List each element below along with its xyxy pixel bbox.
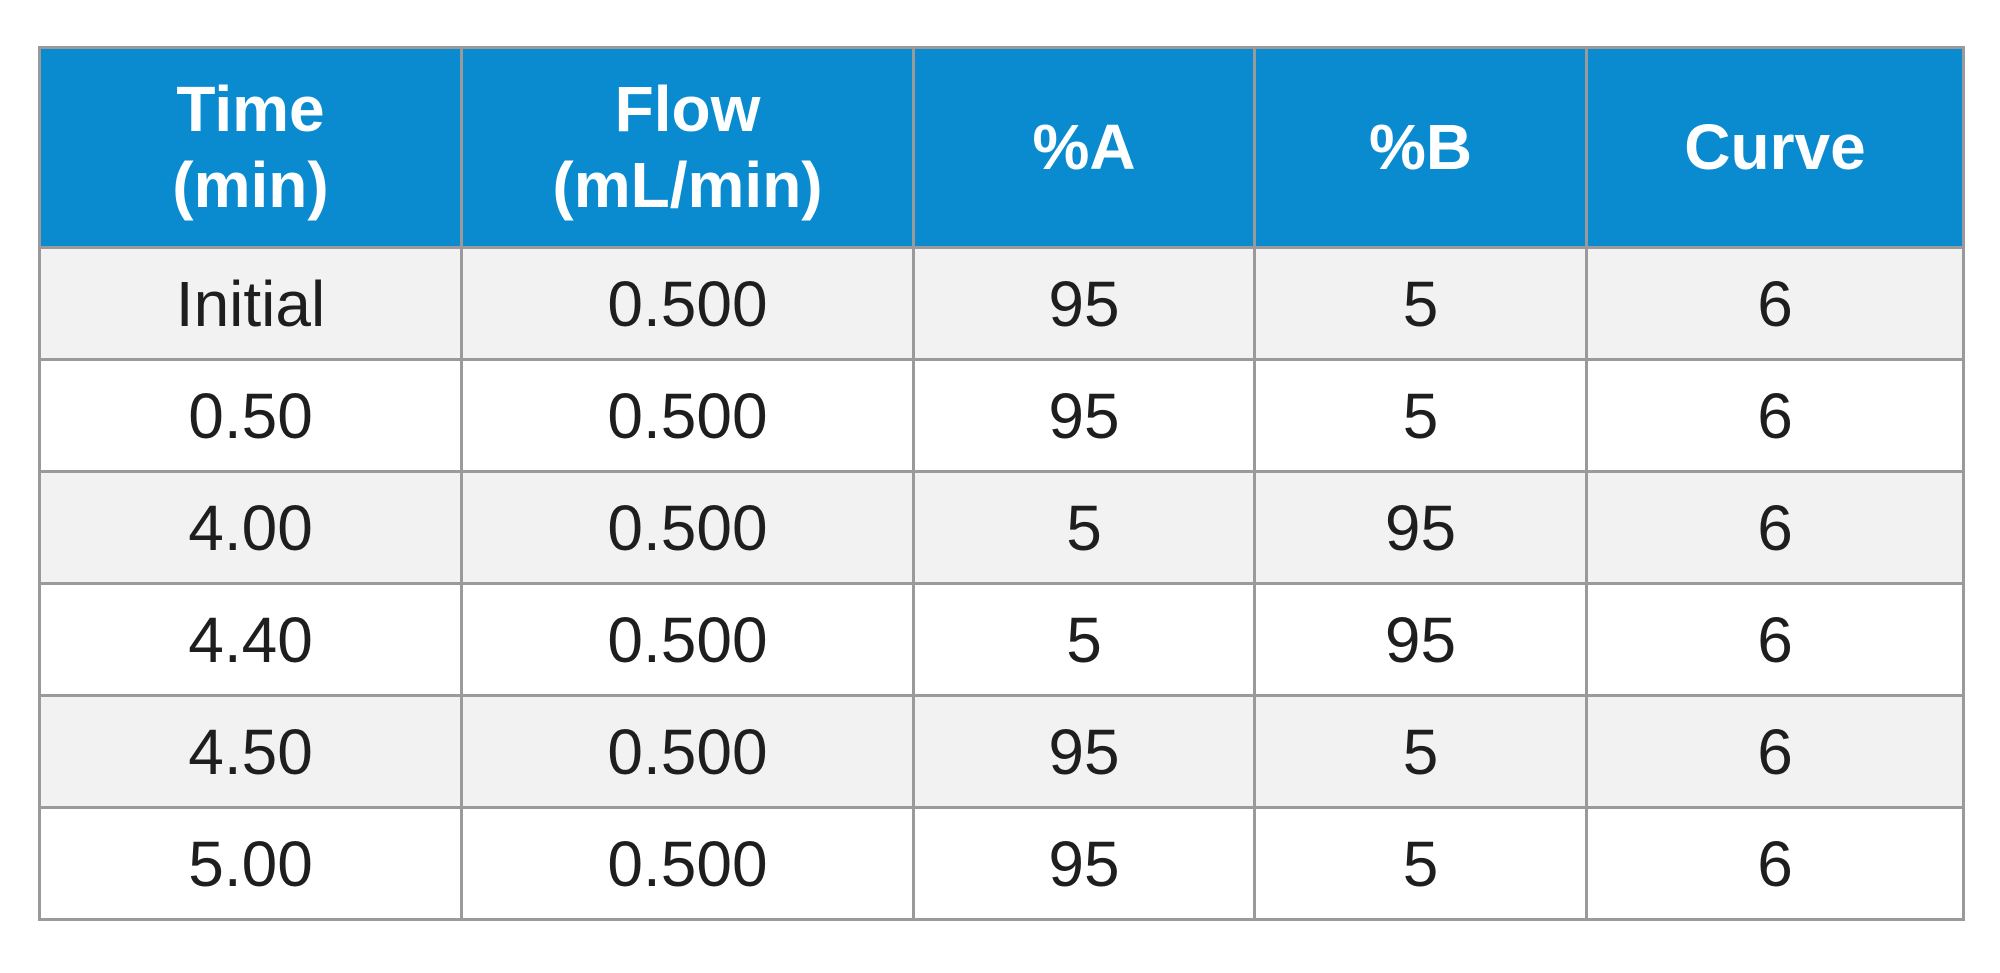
table-row: 4.50 0.500 95 5 6 (38, 694, 1965, 809)
table-row: 5.00 0.500 95 5 6 (38, 806, 1965, 921)
column-header-time: Time (min) (38, 46, 463, 249)
cell-curve: 6 (1585, 694, 1965, 809)
cell-curve: 6 (1585, 246, 1965, 361)
cell-percent-b: 5 (1253, 358, 1588, 473)
column-header-time-label: Time (176, 72, 325, 145)
gradient-table-container: Time (min) Flow (mL/min) %A %B Curve (38, 46, 1965, 921)
table-header: Time (min) Flow (mL/min) %A %B Curve (38, 46, 1965, 249)
column-header-time-unit: (min) (172, 148, 329, 221)
column-header-flow-label: Flow (614, 72, 761, 145)
column-header-flow-unit: (mL/min) (552, 148, 823, 221)
table-row: Initial 0.500 95 5 6 (38, 246, 1965, 361)
cell-flow: 0.500 (460, 470, 915, 585)
column-header-curve-label: Curve (1684, 110, 1866, 183)
cell-curve: 6 (1585, 582, 1965, 697)
cell-flow: 0.500 (460, 246, 915, 361)
cell-time: Initial (38, 246, 463, 361)
column-header-percent-a-label: %A (1032, 110, 1136, 183)
cell-percent-a: 95 (912, 694, 1256, 809)
cell-percent-b: 95 (1253, 582, 1588, 697)
cell-flow: 0.500 (460, 358, 915, 473)
column-header-curve: Curve (1585, 46, 1965, 249)
table-body: Initial 0.500 95 5 6 0.50 0.500 95 5 6 4… (38, 246, 1965, 921)
cell-percent-a: 95 (912, 246, 1256, 361)
cell-curve: 6 (1585, 358, 1965, 473)
cell-time: 5.00 (38, 806, 463, 921)
table-row: 4.40 0.500 5 95 6 (38, 582, 1965, 697)
cell-percent-b: 95 (1253, 470, 1588, 585)
cell-percent-a: 5 (912, 582, 1256, 697)
cell-time: 0.50 (38, 358, 463, 473)
cell-flow: 0.500 (460, 806, 915, 921)
cell-curve: 6 (1585, 806, 1965, 921)
gradient-table: Time (min) Flow (mL/min) %A %B Curve (38, 46, 1965, 921)
cell-curve: 6 (1585, 470, 1965, 585)
cell-percent-b: 5 (1253, 246, 1588, 361)
header-row: Time (min) Flow (mL/min) %A %B Curve (38, 46, 1965, 249)
column-header-percent-a: %A (912, 46, 1256, 249)
column-header-flow: Flow (mL/min) (460, 46, 915, 249)
cell-percent-a: 5 (912, 470, 1256, 585)
cell-percent-b: 5 (1253, 694, 1588, 809)
cell-percent-a: 95 (912, 358, 1256, 473)
column-header-percent-b-label: %B (1368, 110, 1473, 183)
cell-flow: 0.500 (460, 694, 915, 809)
cell-percent-a: 95 (912, 806, 1256, 921)
cell-time: 4.00 (38, 470, 463, 585)
table-row: 4.00 0.500 5 95 6 (38, 470, 1965, 585)
cell-percent-b: 5 (1253, 806, 1588, 921)
column-header-percent-b: %B (1253, 46, 1588, 249)
cell-time: 4.40 (38, 582, 463, 697)
table-row: 0.50 0.500 95 5 6 (38, 358, 1965, 473)
cell-flow: 0.500 (460, 582, 915, 697)
cell-time: 4.50 (38, 694, 463, 809)
